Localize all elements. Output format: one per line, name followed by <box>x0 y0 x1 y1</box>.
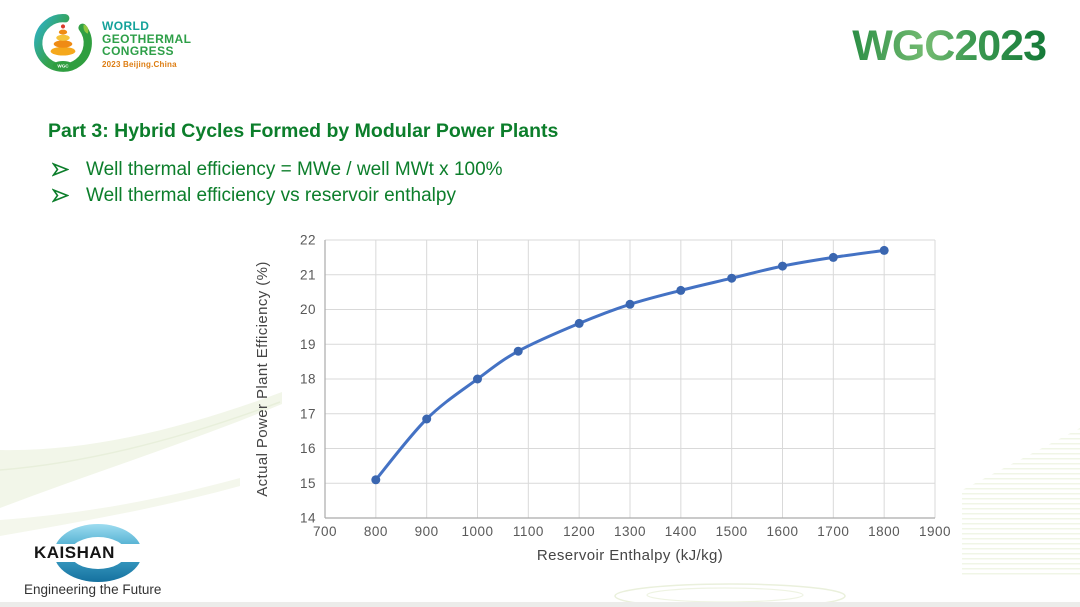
data-point-marker <box>513 346 523 356</box>
x-tick-label: 1900 <box>919 524 951 539</box>
y-tick-label: 22 <box>300 233 316 248</box>
y-tick-label: 20 <box>300 302 316 317</box>
chart-series <box>371 245 889 485</box>
x-tick-label: 1600 <box>766 524 798 539</box>
y-tick-label: 16 <box>300 441 316 456</box>
efficiency-chart: 700 800 900 1000 1100 1200 1300 1400 1500 1600 170… <box>250 228 970 583</box>
chart-gridlines <box>324 239 936 519</box>
y-tick-label: 17 <box>300 406 316 421</box>
wgc-logo-text: WORLD GEOTHERMAL CONGRESS 2023 Beijing.C… <box>102 20 191 76</box>
chart-tick-labels: 700 800 900 1000 1100 1200 1300 1400 1500 1600 170… <box>300 233 951 540</box>
slide-title: Part 3: Hybrid Cycles Formed by Modular … <box>48 120 559 142</box>
efficiency-chart-svg: 700 800 900 1000 1100 1200 1300 1400 1500 1600 170… <box>254 233 951 565</box>
y-tick-label: 15 <box>300 476 316 491</box>
data-point-marker <box>371 475 381 485</box>
x-tick-label: 1500 <box>716 524 748 539</box>
arrow-bullet-icon <box>52 188 69 203</box>
x-tick-label: 900 <box>415 524 439 539</box>
y-tick-label: 19 <box>300 337 316 352</box>
kaishan-wordmark: KAISHAN <box>34 543 115 562</box>
wgc-badge-label: WGC <box>57 64 69 69</box>
x-tick-label: 1100 <box>513 524 544 539</box>
bullet-text: Well thermal efficiency = MWe / well MWt… <box>86 159 503 180</box>
kaishan-tagline: Engineering the Future <box>24 582 162 597</box>
y-axis-title: Actual Power Plant Efficiency (%) <box>254 261 271 497</box>
data-point-marker <box>676 285 686 295</box>
data-point-marker <box>828 252 838 262</box>
data-point-marker <box>778 261 787 271</box>
x-tick-label: 1000 <box>461 524 493 539</box>
logo-line-geothermal: GEOTHERMAL <box>102 31 192 46</box>
wgc-congress-logo: WGC WORLD GEOTHERMAL CONGRESS 2023 Beiji… <box>32 12 191 76</box>
bottom-edge-bar <box>0 602 1080 607</box>
conference-code: WGC2023 <box>852 22 1047 70</box>
bullet-item: Well thermal efficiency vs reservoir ent… <box>52 183 503 209</box>
wgc-emblem-icon: WGC <box>34 14 92 72</box>
kaishan-logo: KAISHAN Engineering the Future <box>20 512 195 604</box>
x-tick-label: 1200 <box>563 524 595 539</box>
data-point-marker <box>625 299 635 309</box>
arrow-bullet-icon <box>52 162 69 177</box>
data-point-marker <box>879 245 889 255</box>
x-tick-label: 1700 <box>817 524 849 539</box>
data-point-marker <box>422 414 432 424</box>
logo-line-world: WORLD <box>102 19 150 33</box>
x-tick-label: 1300 <box>614 524 646 539</box>
y-tick-label: 18 <box>300 372 316 387</box>
y-tick-label: 21 <box>300 267 316 282</box>
x-tick-label: 1400 <box>665 524 697 539</box>
logo-subtitle: 2023 Beijing.China <box>102 59 177 69</box>
bullet-text: Well thermal efficiency vs reservoir ent… <box>86 185 456 206</box>
x-tick-label: 1800 <box>868 524 900 539</box>
x-tick-label: 700 <box>313 524 337 539</box>
logo-line-congress: CONGRESS <box>102 44 174 59</box>
chart-axes <box>324 240 935 519</box>
x-axis-title: Reservoir Enthalpy (kJ/kg) <box>537 547 723 564</box>
data-point-marker <box>473 374 482 384</box>
bullet-item: Well thermal efficiency = MWe / well MWt… <box>52 157 503 183</box>
x-tick-label: 800 <box>364 524 388 539</box>
bullet-list: Well thermal efficiency = MWe / well MWt… <box>52 157 503 209</box>
data-point-marker <box>727 273 737 283</box>
kaishan-stripe <box>24 544 176 562</box>
data-point-marker <box>574 318 584 328</box>
y-tick-label: 14 <box>300 511 316 526</box>
